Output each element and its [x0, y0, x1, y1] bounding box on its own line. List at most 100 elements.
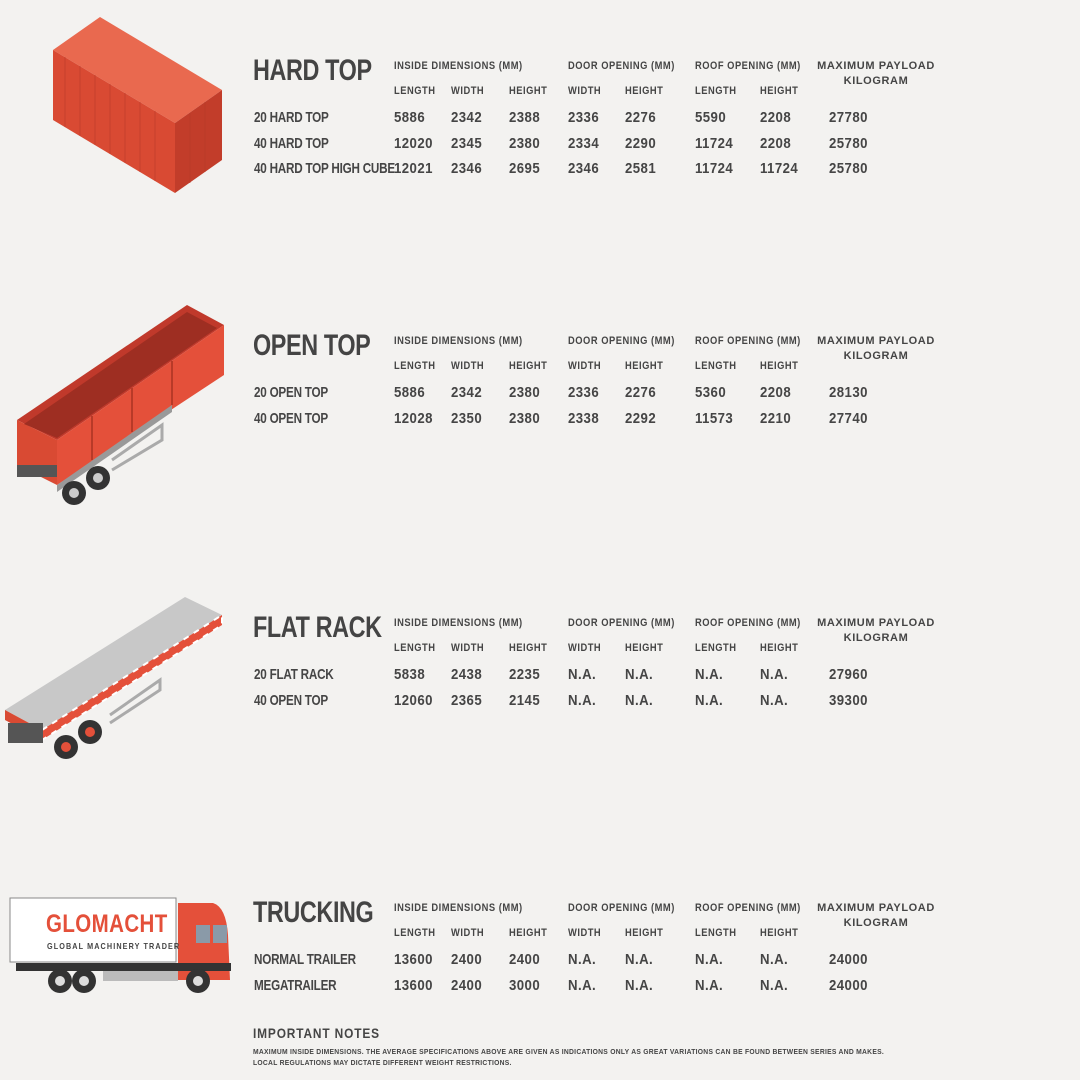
column-header: LENGTH [695, 85, 737, 97]
row-value: 2400 [509, 951, 541, 968]
notes-line: LOCAL REGULATIONS MAY DICTATE DIFFERENT … [253, 1058, 512, 1067]
payload-unit-header: KILOGRAM [843, 75, 909, 87]
row-value: 39300 [829, 691, 868, 709]
row-value: N.A. [695, 691, 724, 709]
row-value: 2400 [451, 951, 483, 968]
roof-opening-header: ROOF OPENING (MM) [695, 902, 801, 914]
inside-dimensions-header: INSIDE DIMENSIONS (MM) [394, 335, 523, 347]
column-header: WIDTH [568, 927, 602, 939]
door-opening-header: DOOR OPENING (MM) [568, 60, 675, 72]
payload-header: MAXIMUM PAYLOAD [817, 617, 935, 629]
column-header: WIDTH [451, 642, 485, 654]
row-value: 2292 [625, 409, 657, 427]
row-name: MEGATRAILER [254, 976, 337, 994]
row-name: 20 FLAT RACK [254, 666, 334, 683]
row-value: 2208 [760, 384, 792, 401]
notes-title: IMPORTANT NOTES [253, 1025, 380, 1041]
row-value: N.A. [568, 951, 597, 968]
row-name: 40 OPEN TOP [254, 691, 328, 709]
door-opening-header: DOOR OPENING (MM) [568, 335, 675, 347]
row-value: N.A. [760, 951, 789, 968]
row-value: 2695 [509, 160, 541, 177]
column-header: HEIGHT [509, 642, 548, 654]
row-value: 3000 [509, 976, 541, 994]
column-header: HEIGHT [509, 927, 548, 939]
row-name: 40 OPEN TOP [254, 409, 328, 427]
row-value: N.A. [760, 666, 789, 683]
row-value: 2350 [451, 409, 483, 427]
row-value: 13600 [394, 976, 433, 994]
row-value: 2581 [625, 160, 657, 177]
row-value: 2380 [509, 409, 541, 427]
row-value: 2336 [568, 384, 600, 401]
door-opening-header: DOOR OPENING (MM) [568, 902, 675, 914]
column-header: LENGTH [695, 360, 737, 372]
column-header: HEIGHT [760, 360, 799, 372]
row-value: 2365 [451, 691, 483, 709]
section-title: HARD TOP [253, 54, 372, 87]
row-value: 2276 [625, 384, 657, 401]
row-value: 13600 [394, 951, 433, 968]
column-header: WIDTH [451, 927, 485, 939]
row-value: N.A. [695, 951, 724, 968]
column-header: HEIGHT [625, 927, 664, 939]
row-value: 28130 [829, 384, 868, 401]
row-value: N.A. [695, 666, 724, 683]
section-title: OPEN TOP [253, 329, 371, 362]
row-value: 12028 [394, 409, 433, 427]
hard-top-container-illustration [53, 17, 222, 193]
row-value: 27780 [829, 109, 868, 126]
column-header: HEIGHT [760, 927, 799, 939]
row-value: 12021 [394, 160, 433, 177]
row-value: 2276 [625, 109, 657, 126]
column-header: WIDTH [451, 85, 485, 97]
row-value: 11724 [760, 160, 799, 177]
flat-rack-trailer-illustration [5, 597, 223, 759]
column-header: HEIGHT [625, 85, 664, 97]
column-header: LENGTH [394, 927, 436, 939]
door-opening-header: DOOR OPENING (MM) [568, 617, 675, 629]
row-value: 2210 [760, 409, 792, 427]
logo-tagline: GLOBAL MACHINERY TRADER [47, 941, 181, 951]
column-header: LENGTH [394, 642, 436, 654]
column-header: WIDTH [568, 85, 602, 97]
row-value: 2438 [451, 666, 483, 683]
row-value: N.A. [568, 666, 597, 683]
row-value: 2388 [509, 109, 541, 126]
row-value: N.A. [760, 976, 789, 994]
row-value: 2345 [451, 134, 483, 152]
row-value: 5886 [394, 384, 426, 401]
column-header: LENGTH [695, 642, 737, 654]
inside-dimensions-header: INSIDE DIMENSIONS (MM) [394, 60, 523, 72]
row-value: 12020 [394, 134, 433, 152]
row-name: NORMAL TRAILER [254, 951, 356, 968]
row-value: 11573 [695, 409, 734, 427]
row-value: 25780 [829, 134, 868, 152]
section-title: FLAT RACK [253, 611, 382, 644]
row-value: 12060 [394, 691, 433, 709]
row-value: 2380 [509, 134, 541, 152]
row-value: 5886 [394, 109, 426, 126]
notes-line: MAXIMUM INSIDE DIMENSIONS. THE AVERAGE S… [253, 1047, 885, 1056]
row-name: 20 OPEN TOP [254, 384, 328, 401]
payload-header: MAXIMUM PAYLOAD [817, 335, 935, 347]
payload-header: MAXIMUM PAYLOAD [817, 902, 935, 914]
roof-opening-header: ROOF OPENING (MM) [695, 335, 801, 347]
column-header: LENGTH [394, 85, 436, 97]
row-value: 25780 [829, 160, 868, 177]
row-value: N.A. [760, 691, 789, 709]
row-value: 11724 [695, 134, 734, 152]
inside-dimensions-header: INSIDE DIMENSIONS (MM) [394, 617, 523, 629]
column-header: LENGTH [695, 927, 737, 939]
column-header: HEIGHT [760, 85, 799, 97]
row-value: N.A. [625, 976, 654, 994]
row-value: N.A. [695, 976, 724, 994]
row-value: 24000 [829, 951, 868, 968]
payload-unit-header: KILOGRAM [843, 632, 909, 644]
column-header: LENGTH [394, 360, 436, 372]
column-header: HEIGHT [509, 360, 548, 372]
payload-header: MAXIMUM PAYLOAD [817, 60, 935, 72]
row-value: 2342 [451, 109, 483, 126]
open-top-trailer-illustration [17, 305, 224, 505]
row-value: 2235 [509, 666, 541, 683]
